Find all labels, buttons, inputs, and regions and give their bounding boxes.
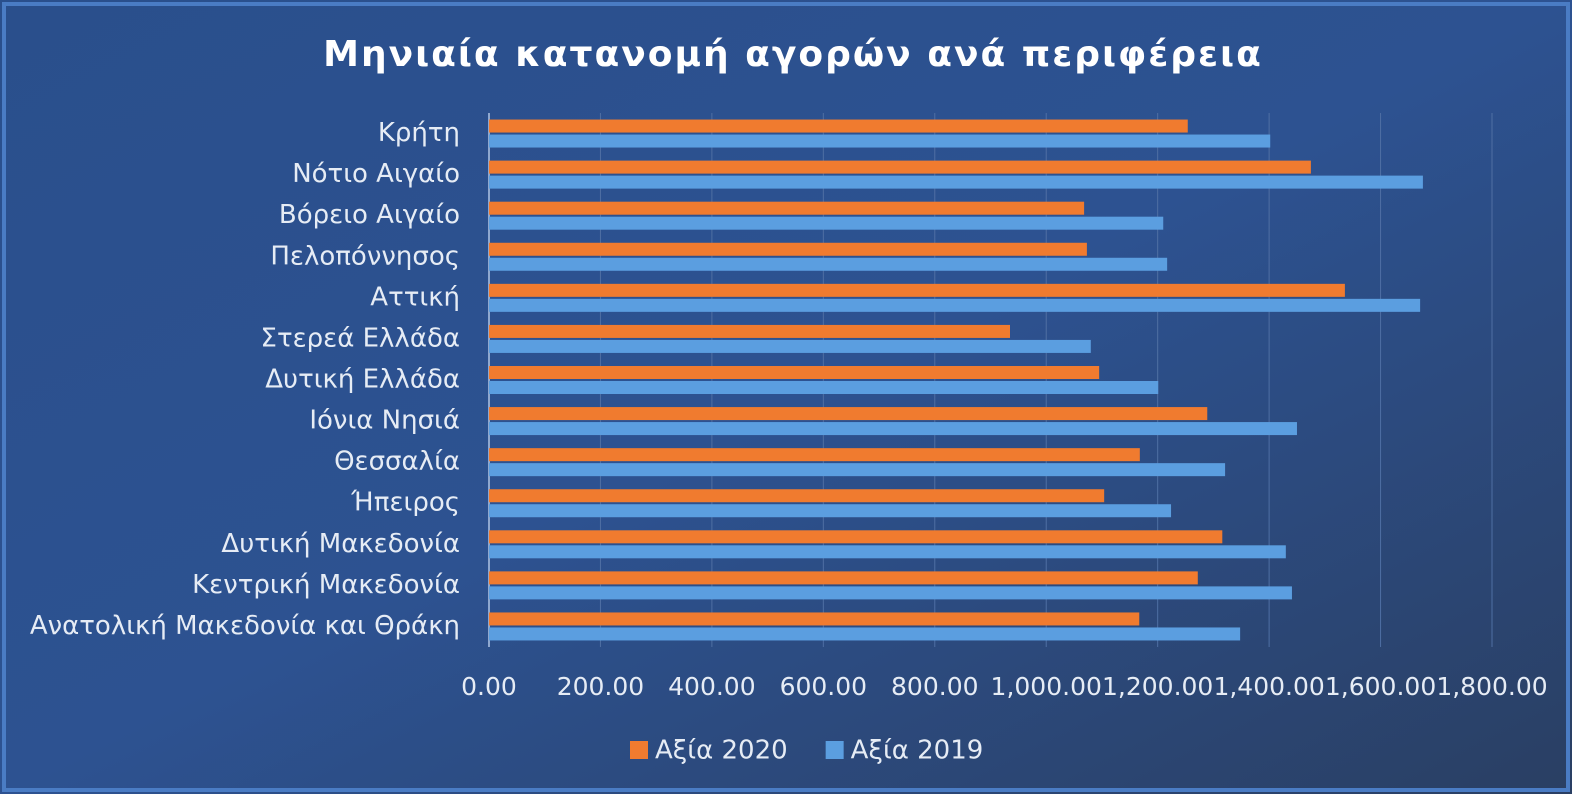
bar — [489, 324, 1011, 338]
bar — [489, 612, 1140, 626]
bar — [489, 175, 1423, 189]
bar — [489, 530, 1223, 544]
bar — [489, 283, 1345, 297]
legend-label: Αξία 2020 — [655, 736, 788, 766]
x-tick-label: 1,000.00 — [991, 672, 1102, 701]
bar — [489, 298, 1421, 312]
bar — [489, 201, 1085, 215]
y-tick-label: Νότιο Αιγαίο — [292, 159, 460, 189]
bar — [489, 571, 1198, 585]
bar — [489, 160, 1311, 174]
x-tick-label: 1,800.00 — [1436, 672, 1547, 701]
bar — [489, 242, 1087, 256]
bar — [489, 448, 1140, 462]
y-tick-label: Ιόνια Νησιά — [309, 406, 460, 436]
bar — [489, 422, 1297, 436]
bar — [489, 381, 1159, 394]
y-tick-label: Κρήτη — [378, 118, 460, 148]
x-tick-label: 0.00 — [461, 672, 517, 701]
bar — [489, 134, 1271, 148]
bar — [489, 366, 1100, 379]
y-tick-label: Ανατολική Μακεδονία και Θράκη — [30, 611, 460, 641]
y-tick-label: Θεσσαλία — [334, 447, 460, 477]
y-tick-label: Κεντρική Μακεδονία — [192, 570, 460, 600]
legend-swatch — [630, 741, 648, 759]
x-tick-label: 200.00 — [557, 672, 644, 701]
x-tick-label: 1,400.00 — [1213, 672, 1324, 701]
chart-title: Μηνιαία κατανομή αγορών ανά περιφέρεια — [323, 34, 1263, 75]
x-tick-label: 400.00 — [668, 672, 755, 701]
bar — [489, 119, 1188, 133]
y-tick-label: Πελοπόννησος — [270, 241, 460, 271]
y-tick-label: Αττική — [370, 282, 460, 312]
x-tick-label: 1,600.00 — [1325, 672, 1436, 701]
y-tick-label: Βόρειο Αιγαίο — [279, 200, 460, 230]
bar — [489, 257, 1168, 271]
bar — [489, 504, 1172, 518]
bar — [489, 339, 1091, 353]
y-tick-label: Ήπειρος — [350, 488, 460, 518]
y-tick-label: Δυτική Ελλάδα — [265, 365, 460, 395]
x-tick-label: 600.00 — [780, 672, 867, 701]
bar — [489, 407, 1208, 421]
bar — [489, 216, 1164, 230]
bar — [489, 586, 1292, 600]
x-tick-label: 1,200.00 — [1102, 672, 1213, 701]
bar — [489, 489, 1105, 503]
legend-label: Αξία 2019 — [851, 736, 984, 766]
bar — [489, 627, 1241, 641]
y-tick-label: Στερεά Ελλάδα — [261, 323, 460, 353]
bar — [489, 545, 1286, 559]
bar — [489, 463, 1226, 477]
x-tick-label: 800.00 — [891, 672, 978, 701]
legend-swatch — [825, 741, 844, 759]
y-tick-label: Δυτική Μακεδονία — [221, 529, 460, 559]
